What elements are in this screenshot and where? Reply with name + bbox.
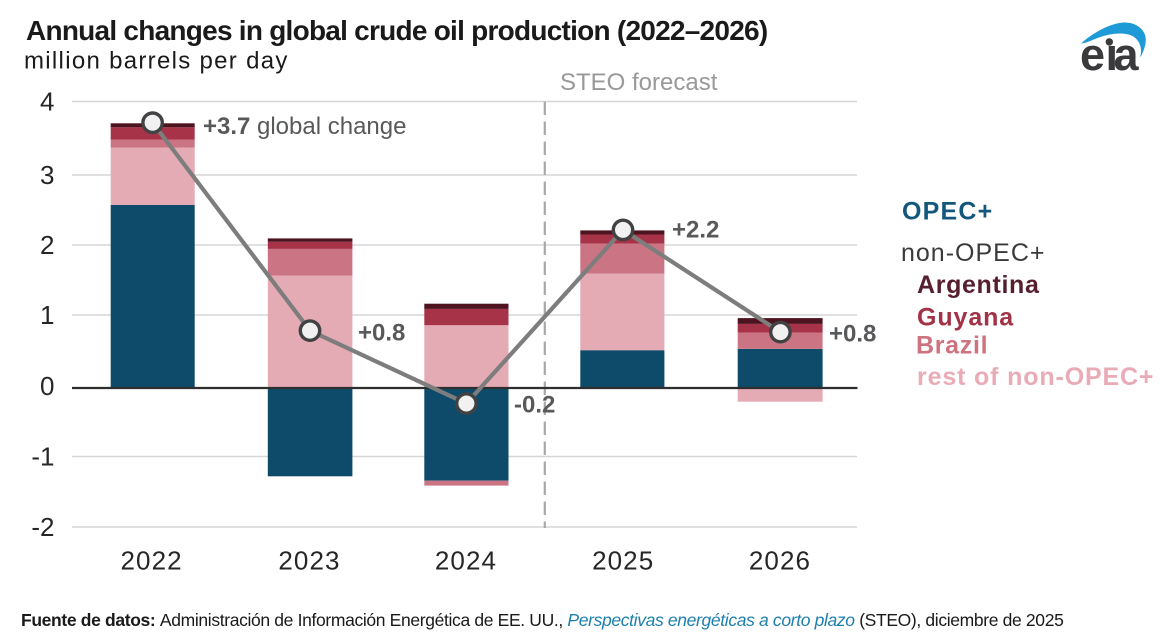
svg-text:2025: 2025 <box>592 546 654 576</box>
svg-text:Guyana: Guyana <box>917 303 1014 331</box>
svg-text:OPEC+: OPEC+ <box>902 198 993 226</box>
svg-text:Fuente de datos: Administració: Fuente de datos: Administración de Infor… <box>21 610 1063 630</box>
svg-text:Argentina: Argentina <box>917 271 1040 299</box>
svg-text:2: 2 <box>40 230 54 260</box>
svg-text:rest of non-OPEC+: rest of non-OPEC+ <box>917 363 1154 391</box>
svg-text:2022: 2022 <box>120 546 182 576</box>
svg-text:0: 0 <box>40 371 54 401</box>
svg-text:global change: global change <box>257 113 406 140</box>
svg-text:e: e <box>1080 29 1105 80</box>
svg-text:+0.8: +0.8 <box>829 321 876 348</box>
svg-text:non-OPEC+: non-OPEC+ <box>901 239 1046 267</box>
svg-text:+0.8: +0.8 <box>358 320 405 347</box>
svg-text:4: 4 <box>40 87 54 117</box>
svg-text:million barrels per day: million barrels per day <box>24 48 289 75</box>
svg-text:+3.7: +3.7 <box>203 113 250 140</box>
svg-text:-1: -1 <box>31 442 54 472</box>
svg-text:+2.2: +2.2 <box>672 217 719 244</box>
svg-text:2024: 2024 <box>435 546 497 576</box>
svg-text:Brazil: Brazil <box>916 332 988 360</box>
svg-text:-0.2: -0.2 <box>514 392 555 419</box>
svg-text:-2: -2 <box>31 512 54 542</box>
svg-text:STEO forecast: STEO forecast <box>560 69 718 96</box>
svg-text:2026: 2026 <box>749 546 811 576</box>
svg-text:3: 3 <box>40 160 54 190</box>
svg-text:a: a <box>1114 29 1140 80</box>
svg-text:2023: 2023 <box>278 546 340 576</box>
svg-text:Annual changes in global crude: Annual changes in global crude oil produ… <box>26 15 767 46</box>
svg-text:1: 1 <box>40 300 54 330</box>
